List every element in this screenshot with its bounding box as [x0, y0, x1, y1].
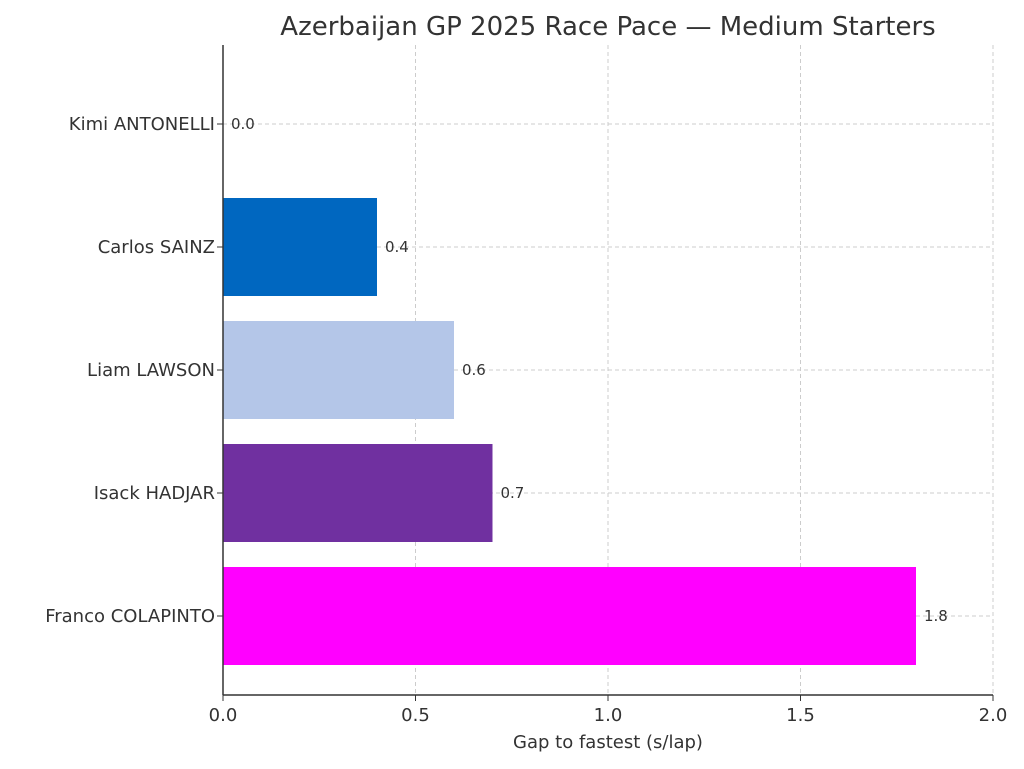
x-tick-label: 2.0 [979, 705, 1008, 726]
category-labels-group: Kimi ANTONELLI Carlos SAINZ Liam LAWSON Isa… [45, 114, 223, 627]
chart-title: Azerbaijan GP 2025 Race Pace — Medium St… [280, 12, 935, 42]
x-tick-label: 1.5 [786, 705, 815, 726]
bar [223, 444, 493, 542]
x-tick-label: 0.0 [209, 705, 238, 726]
bar [223, 567, 916, 665]
data-label: 0.7 [501, 484, 525, 502]
x-tick-label: 0.5 [401, 705, 430, 726]
x-tick-label: 1.0 [594, 705, 623, 726]
x-axis-label: Gap to fastest (s/lap) [513, 732, 703, 753]
bars-group [223, 198, 916, 665]
category-label: Isack HADJAR [94, 483, 215, 504]
category-label: Carlos SAINZ [98, 237, 215, 258]
data-labels-group: 0.0 0.4 0.6 0.7 1.8 [231, 115, 948, 625]
bar [223, 321, 454, 419]
bar [223, 198, 377, 296]
category-label: Liam LAWSON [87, 360, 215, 381]
data-label: 0.0 [231, 115, 255, 133]
category-label: Kimi ANTONELLI [69, 114, 215, 135]
data-label: 1.8 [924, 607, 948, 625]
data-label: 0.4 [385, 238, 409, 256]
category-label: Franco COLAPINTO [45, 606, 215, 627]
data-label: 0.6 [462, 361, 486, 379]
x-ticks-group: 0.0 0.5 1.0 1.5 2.0 [209, 695, 1008, 726]
